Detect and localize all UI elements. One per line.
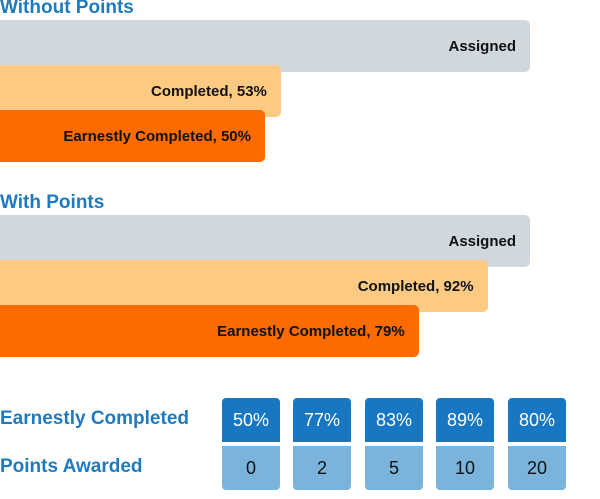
with-points-assigned-bar: Assigned: [0, 215, 530, 267]
with-points-assigned-label: Assigned: [448, 232, 516, 250]
without-points-completed-label: Completed, 53%: [151, 82, 267, 100]
without-points-completed-bar: Completed, 53%: [0, 65, 281, 117]
with-points-completed-bar: Completed, 92%: [0, 260, 488, 312]
with-points-earnest-label: Earnestly Completed, 79%: [217, 322, 405, 340]
points-cell: 2: [293, 446, 351, 490]
earnest-cell: 83%: [365, 398, 423, 442]
without-points-title: Without Points: [0, 0, 134, 18]
earnest-cell: 50%: [222, 398, 280, 442]
with-points-earnest-bar: Earnestly Completed, 79%: [0, 305, 419, 357]
points-cell: 5: [365, 446, 423, 490]
earnest-cell: 77%: [293, 398, 351, 442]
earnest-cell: 80%: [508, 398, 566, 442]
without-points-assigned-label: Assigned: [448, 37, 516, 55]
without-points-assigned-bar: Assigned: [0, 20, 530, 72]
without-points-earnest-label: Earnestly Completed, 50%: [63, 127, 251, 145]
points-cell: 10: [436, 446, 494, 490]
points-cell: 0: [222, 446, 280, 490]
with-points-completed-label: Completed, 92%: [357, 277, 474, 295]
points-awarded-row-label: Points Awarded: [0, 456, 143, 477]
without-points-earnest-bar: Earnestly Completed, 50%: [0, 110, 265, 162]
earnestly-completed-row-label: Earnestly Completed: [0, 408, 189, 429]
with-points-title: With Points: [0, 192, 105, 213]
earnest-cell: 89%: [436, 398, 494, 442]
points-cell: 20: [508, 446, 566, 490]
